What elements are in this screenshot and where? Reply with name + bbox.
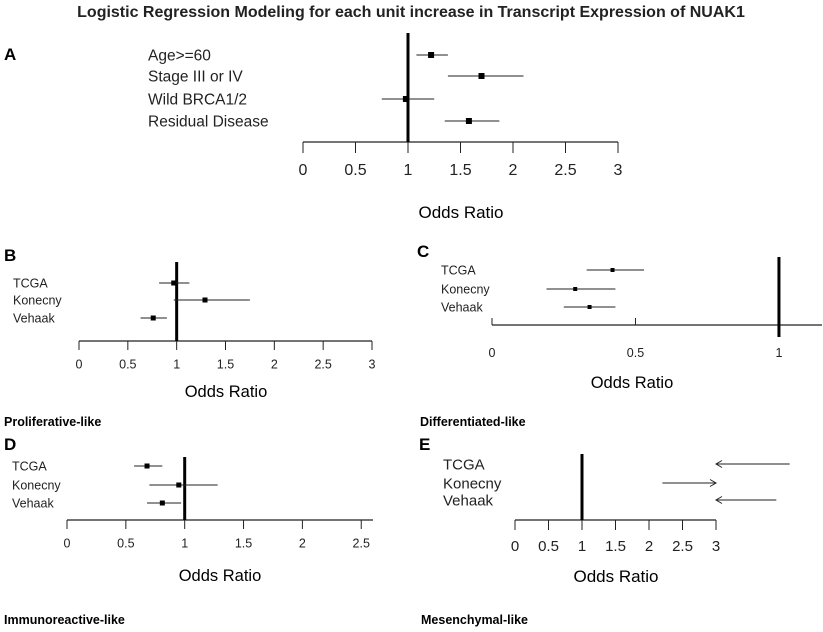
panel-C-estimate-point (610, 268, 615, 272)
panel-C-category-label: Konecny (441, 283, 490, 297)
panel-C-tick-label: 0.5 (627, 346, 644, 360)
panel-A-tick-label: 3 (614, 162, 623, 179)
panel-A-tick-label: 1.5 (449, 162, 471, 179)
panel-C-subtitle: Differentiated-like (420, 415, 526, 429)
panel-E-arrow-head (715, 460, 723, 468)
panel-A-category-label: Age>=60 (148, 48, 211, 65)
panel-D-x-label: Odds Ratio (179, 567, 262, 585)
panel-C-tick-label: 0 (489, 346, 496, 360)
panel-A-label: A (4, 45, 16, 64)
panel-C-category-label: TCGA (441, 264, 476, 278)
panel-B-tick-label: 2.5 (314, 358, 331, 372)
panel-B-tick-label: 0 (76, 358, 83, 372)
panel-B-estimate-point (171, 280, 177, 286)
panel-D-tick-label: 2 (299, 537, 306, 551)
panel-D-category-label: TCGA (12, 460, 47, 474)
panel-D-tick-label: 0.5 (117, 537, 134, 551)
panel-D-category-label: Konecny (12, 479, 61, 493)
panel-E-tick-label: 1.5 (605, 538, 626, 555)
panel-C-x-label: Odds Ratio (591, 374, 674, 392)
panel-C-tick-label: 1 (775, 346, 782, 360)
panel-D-subtitle: Immunoreactive-like (4, 613, 125, 627)
panel-B-estimate-point (150, 315, 156, 321)
panel-B-tick-label: 1.5 (217, 358, 234, 372)
panel-D-estimate-point (159, 500, 165, 506)
panel-B-tick-label: 1 (173, 358, 180, 372)
panel-E-category-label: Konecny (443, 475, 502, 492)
panel-D-estimate-point (176, 482, 182, 488)
panel-E-tick-label: 3 (712, 538, 720, 555)
panel-C-estimate-point (587, 305, 592, 309)
panel-E-tick-label: 2.5 (672, 538, 693, 555)
figure-title: Logistic Regression Modeling for each un… (77, 4, 745, 21)
panel-E-arrow-head (715, 496, 723, 504)
panel-E-tick-label: 2 (645, 538, 653, 555)
panels-group: A 0 0.5 1 1.5 2 2.5 3 Odds Ratio Age>=60 Stage III… (4, 33, 822, 627)
panel-A-tick-label: 0.5 (344, 162, 366, 179)
panel-B-tick-label: 3 (369, 358, 376, 372)
panel-A-x-label: Odds Ratio (418, 203, 503, 222)
panel-C-estimate-point (573, 287, 578, 291)
panel-D-tick-label: 2.5 (353, 537, 370, 551)
panel-B-category-label: Konecny (13, 294, 62, 308)
panel-B-category-label: TCGA (13, 277, 48, 291)
panel-A-tick-label: 2.5 (554, 162, 576, 179)
panel-B-tick-label: 2 (271, 358, 278, 372)
panel-E-category-label: Vehaak (443, 492, 494, 509)
panel-A-category-label: Residual Disease (148, 114, 269, 131)
panel-A-tick-label: 0 (299, 162, 308, 179)
panel-E-subtitle: Mesenchymal-like (421, 613, 528, 627)
panel-C-label: C (417, 242, 429, 261)
panel-B-label: B (4, 246, 16, 265)
panel-D-tick-label: 1.5 (235, 537, 252, 551)
panel-D-tick-label: 1 (181, 537, 188, 551)
panel-D-estimate-point (144, 463, 150, 469)
panel-E-arrow-head (709, 479, 717, 487)
panel-B-subtitle: Proliferative-like (4, 415, 101, 429)
panel-A-tick-label: 2 (509, 162, 518, 179)
panel-B-tick-label: 0.5 (119, 358, 136, 372)
panel-E-category-label: TCGA (443, 456, 485, 473)
panel-A-category-label: Wild BRCA1/2 (148, 92, 247, 109)
panel-B-x-label: Odds Ratio (185, 383, 268, 401)
panel-D-tick-label: 0 (64, 537, 71, 551)
panel-D-label: D (4, 435, 16, 454)
panel-A-tick-label: 1 (404, 162, 413, 179)
panel-A-estimate-point (402, 96, 409, 102)
panel-A-estimate-point (478, 73, 485, 79)
panel-A-category-label: Stage III or IV (148, 69, 243, 86)
panel-A-estimate-point (428, 52, 435, 58)
panel-D-category-label: Vehaak (12, 497, 54, 511)
panel-C-category-label: Vehaak (441, 301, 483, 315)
panel-A-estimate-point (465, 118, 472, 124)
panel-E-tick-label: 0.5 (538, 538, 559, 555)
panel-B-category-label: Vehaak (13, 312, 55, 326)
panel-E-x-label: Odds Ratio (573, 567, 658, 586)
panel-E-tick-label: 1 (578, 538, 586, 555)
panel-B-estimate-point (202, 297, 208, 303)
panel-E-tick-label: 0 (511, 538, 519, 555)
panel-E-label: E (419, 435, 430, 454)
